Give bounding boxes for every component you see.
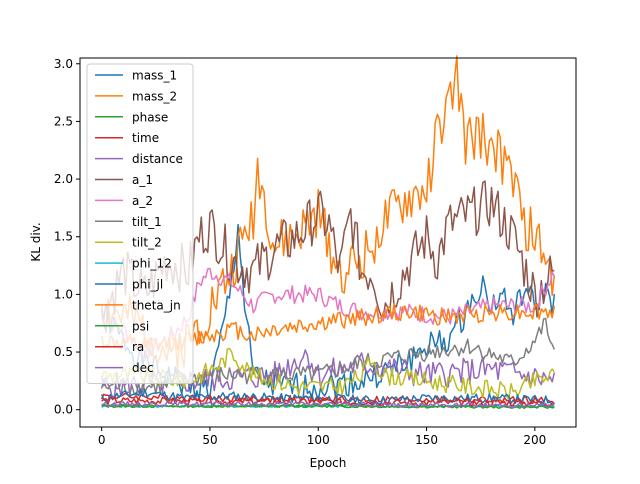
legend-label-phase: phase [132,110,168,124]
legend-label-tilt-2: tilt_2 [132,236,162,250]
y-tick-label: 2.0 [54,172,73,186]
y-tick-label: 3.0 [54,57,73,71]
legend-label-a-2: a_2 [132,194,153,208]
x-tick-label: 50 [202,433,217,447]
x-axis-label: Epoch [310,456,347,470]
legend-label-phi-jl: phi_jl [132,278,163,292]
legend-label-phi-12: phi_12 [132,257,172,271]
legend-label-theta-jn: theta_jn [132,298,181,312]
x-tick-label: 0 [98,433,106,447]
y-axis: 0.0 0.5 1.0 1.5 2.0 2.5 3.0 [54,57,80,417]
legend-label-dec: dec [132,361,154,375]
series-line-ra [101,396,555,407]
x-tick-label: 150 [415,433,438,447]
y-axis-label: KL div. [29,222,43,261]
legend-label-mass-1: mass_1 [132,69,177,83]
y-tick-label: 1.0 [54,287,73,301]
legend-label-mass-2: mass_2 [132,89,177,103]
plot-frame [79,57,577,428]
x-axis: 0 50 100 150 200 [98,427,546,447]
y-tick-label: 2.5 [54,114,73,128]
y-tick-label: 0.0 [54,403,73,417]
series-line-dec [101,400,555,409]
legend-label-a-1: a_1 [132,173,153,187]
legend-label-tilt-1: tilt_1 [132,215,162,229]
x-tick-label: 100 [307,433,330,447]
series-line-tilt-2 [100,347,555,401]
legend-label-distance: distance [132,152,183,166]
y-tick-label: 1.5 [54,230,73,244]
y-tick-label: 0.5 [54,345,73,359]
legend-box [86,63,194,384]
legend-label-ra: ra [132,340,144,354]
legend-label-psi: psi [132,319,149,333]
x-tick-label: 200 [523,433,546,447]
legend-label-time: time [132,131,159,145]
